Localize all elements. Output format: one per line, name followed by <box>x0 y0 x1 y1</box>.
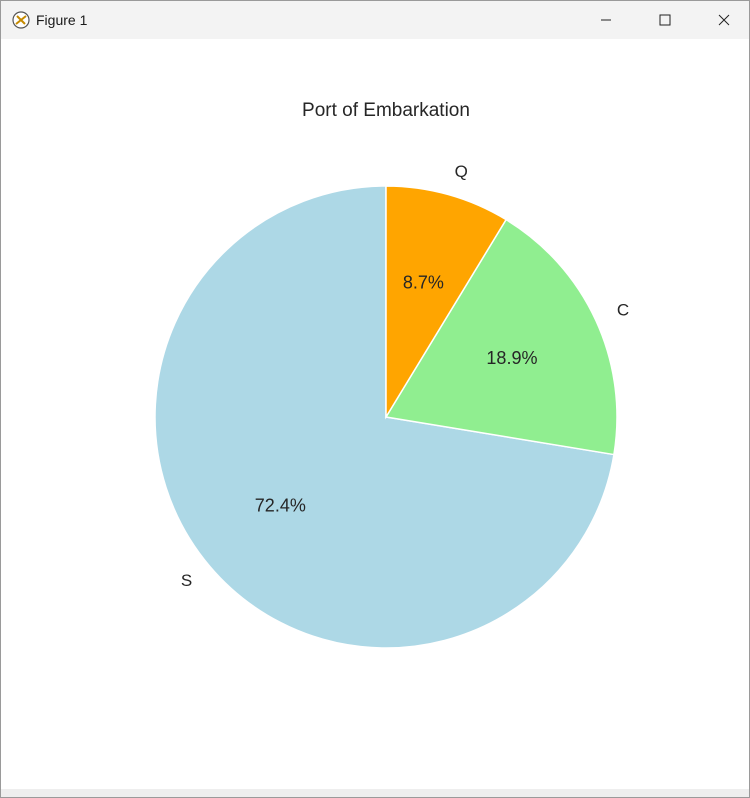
chart-title: Port of Embarkation <box>302 100 470 121</box>
maximize-button[interactable] <box>659 14 671 26</box>
toolbar <box>1 789 749 797</box>
percent-label: 18.9% <box>486 348 537 368</box>
slice-label: C <box>617 300 629 319</box>
pie-slice <box>154 185 615 649</box>
window-title: Figure 1 <box>36 12 88 28</box>
chart: Port of Embarkation S 72.4% C 18.9% Q 8.7% <box>154 100 629 649</box>
slice-label: S <box>181 571 192 590</box>
percent-label: 8.7% <box>403 272 444 292</box>
pie-slice <box>385 185 508 420</box>
pie-slice <box>384 218 618 456</box>
slice-label: Q <box>455 162 468 181</box>
window-controls[interactable] <box>579 1 749 39</box>
percent-label: 72.4% <box>255 495 306 515</box>
title-bar: Figure 1 <box>1 1 749 39</box>
app-icon <box>12 11 30 29</box>
close-button[interactable] <box>718 14 730 26</box>
